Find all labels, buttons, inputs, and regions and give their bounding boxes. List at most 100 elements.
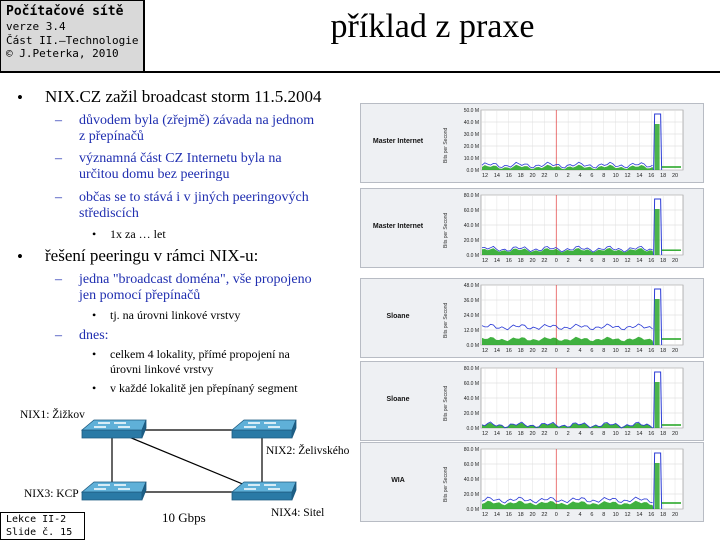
traffic-graph: Master Internet Bits per Second 80.0 M 60.0… xyxy=(360,188,704,268)
x-tick-label: 16 xyxy=(506,258,512,264)
y-tick-label: 0.0 M xyxy=(466,426,479,432)
link-speed-label: 10 Gbps xyxy=(162,510,206,525)
nix2-label: NIX2: Želivského xyxy=(266,445,350,457)
x-tick-label: 6 xyxy=(590,348,593,354)
x-tick-label: 18 xyxy=(518,512,524,518)
graph-plot: 80.0 M60.0 M40.0 M20.0 M0.0 M12 14 16 18 20 2… xyxy=(464,366,684,437)
x-tick-label: 20 xyxy=(672,348,678,354)
graph-y-label: Bits per Second xyxy=(443,466,449,502)
x-tick-label: 16 xyxy=(506,431,512,437)
course-part: Část II.–Technologie xyxy=(6,33,139,47)
x-tick-label: 12 xyxy=(624,173,630,179)
switch-icon xyxy=(80,481,147,501)
x-tick-label: 10 xyxy=(613,431,619,437)
x-tick-label: 20 xyxy=(672,258,678,264)
slide-footer: Lekce II-2 Slide č. 15 xyxy=(0,512,85,540)
x-tick-label: 16 xyxy=(648,348,654,354)
graph-source-label: Sloane xyxy=(386,396,410,403)
x-tick-label: 6 xyxy=(590,173,593,179)
x-tick-label: 12 xyxy=(624,512,630,518)
y-tick-label: 60.0 M xyxy=(464,462,479,468)
x-tick-label: 14 xyxy=(636,173,642,179)
traffic-graph: Master Internet Bits per Second 50.0 M 40.0… xyxy=(360,103,704,183)
x-tick-label: 6 xyxy=(590,512,593,518)
outbound-traffic-line xyxy=(481,421,653,429)
x-tick-label: 10 xyxy=(613,173,619,179)
storm-inbound-area xyxy=(654,463,660,509)
network-diagram xyxy=(80,419,297,501)
x-tick-label: 10 xyxy=(613,512,619,518)
y-tick-label: 30.0 M xyxy=(464,132,479,138)
slide-number: Slide č. 15 xyxy=(6,526,73,538)
inbound-traffic-area xyxy=(482,164,654,170)
x-tick-label: 0 xyxy=(555,258,558,264)
switch-icon xyxy=(230,481,297,501)
x-tick-label: 20 xyxy=(529,258,535,264)
x-tick-label: 14 xyxy=(494,173,500,179)
x-tick-label: 20 xyxy=(529,173,535,179)
y-tick-label: 0.0 M xyxy=(466,343,479,349)
nix4-label: NIX4: Sitel xyxy=(271,507,325,519)
x-tick-label: 22 xyxy=(541,258,547,264)
x-tick-label: 14 xyxy=(494,348,500,354)
inbound-traffic-area xyxy=(482,336,654,345)
graph-y-label: Bits per Second xyxy=(443,385,449,421)
slide-title: příklad z praxe xyxy=(330,8,535,45)
x-tick-label: 4 xyxy=(578,348,581,354)
x-tick-label: 18 xyxy=(518,173,524,179)
bullet-level1: řešení peeringu v rámci NIX-u: xyxy=(45,246,259,265)
switch-icon xyxy=(80,419,147,439)
bullet-level2-cont: z přepínačů xyxy=(79,129,144,144)
course-info-box: Počítačové sítě verze 3.4 Část II.–Techn… xyxy=(0,0,145,73)
lesson-number: Lekce II-2 xyxy=(6,514,67,525)
x-tick-label: 16 xyxy=(648,431,654,437)
x-tick-label: 18 xyxy=(518,431,524,437)
storm-inbound-area xyxy=(654,299,660,345)
x-tick-label: 16 xyxy=(506,512,512,518)
inbound-traffic-area xyxy=(482,248,654,255)
course-name: Počítačové sítě xyxy=(6,4,124,19)
storm-inbound-area xyxy=(654,382,660,428)
graph-plot: 80.0 M60.0 M40.0 M20.0 M0.0 M12 14 16 18 20 2… xyxy=(464,193,684,264)
course-copyright: © J.Peterka, 2010 xyxy=(6,47,119,60)
inbound-traffic-area xyxy=(482,422,654,428)
x-tick-label: 16 xyxy=(506,348,512,354)
x-tick-label: 22 xyxy=(541,431,547,437)
x-tick-label: 14 xyxy=(494,512,500,518)
y-tick-label: 40.0 M xyxy=(464,223,479,229)
x-tick-label: 16 xyxy=(648,512,654,518)
x-tick-label: 4 xyxy=(578,431,581,437)
bullet-dash: – xyxy=(55,151,62,166)
x-tick-label: 22 xyxy=(541,173,547,179)
traffic-graph: Sloane Bits per Second 48.0 M 36.0 M 24.0 M 1… xyxy=(360,278,704,358)
switch-icon xyxy=(230,419,297,439)
y-tick-label: 80.0 M xyxy=(464,366,479,372)
bullet-level3: celkem 4 lokality, přímé propojení na xyxy=(110,347,290,361)
y-tick-label: 40.0 M xyxy=(464,120,479,126)
bullet-dot: • xyxy=(92,381,97,395)
broadcast-storm-spike xyxy=(653,371,663,429)
graph-source-label: WIA xyxy=(391,477,405,484)
header-divider xyxy=(145,71,720,73)
x-tick-label: 14 xyxy=(636,348,642,354)
storm-inbound-area xyxy=(654,124,660,170)
x-tick-label: 20 xyxy=(672,173,678,179)
bullet-level1: NIX.CZ zažil broadcast storm 11.5.2004 xyxy=(45,87,322,106)
x-tick-label: 18 xyxy=(660,512,666,518)
x-tick-label: 20 xyxy=(529,512,535,518)
x-tick-label: 8 xyxy=(602,512,605,518)
x-tick-label: 2 xyxy=(567,431,570,437)
y-tick-label: 24.0 M xyxy=(464,313,479,319)
y-tick-label: 50.0 M xyxy=(464,108,479,114)
x-tick-label: 18 xyxy=(518,258,524,264)
x-tick-label: 12 xyxy=(482,348,488,354)
bullet-dot: • xyxy=(17,88,23,107)
nix3-label: NIX3: KCP xyxy=(24,488,79,500)
x-tick-label: 2 xyxy=(567,348,570,354)
graph-y-label: Bits per Second xyxy=(443,212,449,248)
x-tick-label: 18 xyxy=(660,258,666,264)
x-tick-label: 20 xyxy=(529,348,535,354)
x-tick-label: 14 xyxy=(494,258,500,264)
storm-inbound-area xyxy=(654,209,660,255)
